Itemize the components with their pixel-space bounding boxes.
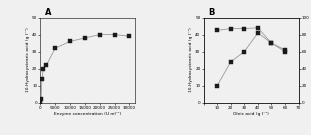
Y-axis label: 10-Hydroxystearic acid (g l⁻¹): 10-Hydroxystearic acid (g l⁻¹) bbox=[189, 28, 193, 92]
Y-axis label: 10-Hydroxystearic acid (g l⁻¹): 10-Hydroxystearic acid (g l⁻¹) bbox=[26, 28, 30, 92]
X-axis label: Enzyme concentration (U ml⁻¹): Enzyme concentration (U ml⁻¹) bbox=[54, 112, 122, 116]
Text: A: A bbox=[45, 8, 52, 17]
Text: B: B bbox=[208, 8, 215, 17]
X-axis label: Oleic acid (g l⁻¹): Oleic acid (g l⁻¹) bbox=[233, 112, 269, 116]
